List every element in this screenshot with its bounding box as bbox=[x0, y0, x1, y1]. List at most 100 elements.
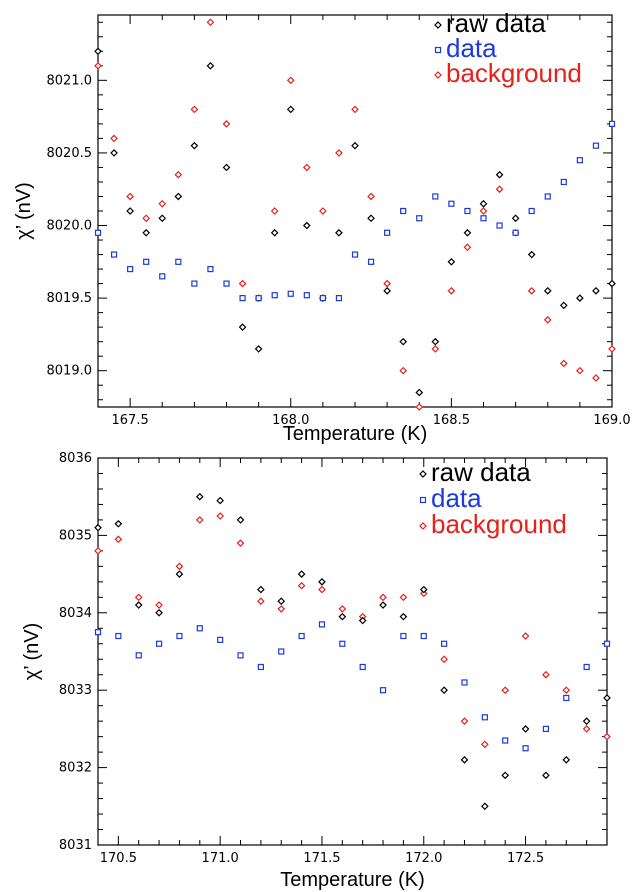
data-point bbox=[142, 228, 151, 237]
data-point bbox=[495, 185, 504, 194]
data-point bbox=[110, 149, 118, 157]
data-point bbox=[155, 601, 163, 609]
data-point bbox=[592, 142, 600, 149]
data-point bbox=[270, 228, 279, 237]
data-point bbox=[542, 670, 550, 679]
data-point bbox=[318, 621, 326, 628]
y-tick-label: 8035 bbox=[59, 528, 92, 543]
data-point bbox=[94, 47, 102, 56]
data-point bbox=[542, 725, 550, 733]
data-point bbox=[126, 207, 134, 215]
data-point bbox=[560, 178, 567, 186]
series-raw-data bbox=[94, 492, 611, 811]
data-point bbox=[270, 207, 279, 215]
data-point bbox=[175, 258, 182, 265]
data-point bbox=[521, 725, 530, 733]
data-point bbox=[94, 229, 102, 236]
data-point bbox=[278, 648, 285, 655]
data-point bbox=[603, 640, 611, 647]
x-tick-label: 172.5 bbox=[507, 851, 544, 866]
data-point bbox=[110, 251, 118, 258]
y-tick-label: 8019.0 bbox=[47, 364, 93, 379]
x-tick-label: 167.5 bbox=[112, 413, 149, 428]
data-point bbox=[237, 652, 244, 659]
data-point bbox=[302, 163, 311, 172]
data-point bbox=[174, 192, 183, 201]
data-point bbox=[542, 771, 550, 780]
data-point bbox=[216, 512, 225, 520]
data-point bbox=[127, 265, 134, 273]
data-point bbox=[94, 547, 102, 555]
y-tick-label: 8032 bbox=[59, 761, 92, 776]
plot-frame bbox=[97, 457, 608, 846]
y-tick-label: 8021.0 bbox=[47, 73, 93, 88]
data-point bbox=[94, 61, 102, 70]
data-point bbox=[254, 345, 263, 353]
data-point bbox=[432, 193, 439, 200]
legend-marker bbox=[434, 46, 442, 54]
data-point bbox=[521, 632, 530, 640]
data-point bbox=[400, 207, 407, 215]
data-point bbox=[544, 193, 551, 200]
data-point bbox=[222, 120, 231, 128]
data-point bbox=[335, 295, 343, 302]
legend-label: raw data bbox=[431, 457, 531, 487]
x-axis-label: Temperature (K) bbox=[283, 423, 428, 445]
data-point bbox=[114, 519, 123, 528]
data-point bbox=[286, 105, 295, 114]
data-point bbox=[236, 516, 245, 524]
data-point bbox=[126, 192, 134, 201]
data-point bbox=[236, 539, 245, 547]
y-tick-label: 8033 bbox=[59, 683, 92, 698]
legend-label: background bbox=[446, 58, 582, 88]
legend-label: background bbox=[431, 509, 567, 539]
data-point bbox=[155, 640, 163, 647]
data-point bbox=[496, 222, 503, 229]
legend-label: data bbox=[431, 483, 482, 513]
data-point bbox=[501, 771, 510, 780]
data-point bbox=[379, 601, 387, 609]
data-point bbox=[480, 802, 489, 811]
data-point bbox=[543, 287, 552, 295]
data-point bbox=[583, 663, 590, 671]
data-point bbox=[383, 287, 391, 295]
data-point bbox=[351, 251, 359, 258]
data-point bbox=[528, 207, 535, 215]
data-point bbox=[190, 105, 199, 114]
y-tick-label: 8020.0 bbox=[47, 219, 93, 234]
data-point bbox=[338, 612, 347, 621]
data-point bbox=[277, 597, 286, 606]
data-point bbox=[335, 149, 343, 157]
data-point bbox=[94, 523, 102, 532]
series-data bbox=[94, 120, 616, 302]
series-data bbox=[94, 621, 611, 752]
data-point bbox=[110, 134, 118, 143]
legend-label: raw data bbox=[446, 8, 546, 38]
data-point bbox=[576, 157, 583, 164]
data-point bbox=[463, 243, 472, 252]
data-point bbox=[351, 105, 359, 114]
data-point bbox=[142, 214, 151, 223]
data-point bbox=[399, 337, 408, 346]
data-point bbox=[603, 694, 611, 702]
data-point bbox=[135, 652, 142, 659]
data-point bbox=[222, 163, 231, 172]
chart-panel-bottom: 170.5 171.0 171.5 172.0 172.5 8031 8032 8033 803… bbox=[21, 451, 611, 891]
data-point bbox=[115, 632, 122, 640]
data-point bbox=[239, 295, 246, 302]
data-point bbox=[190, 141, 199, 150]
data-point bbox=[338, 605, 347, 613]
data-point bbox=[196, 625, 203, 632]
data-point bbox=[603, 732, 611, 741]
data-point bbox=[582, 725, 591, 733]
y-tick-label: 8019.5 bbox=[47, 291, 93, 306]
data-point bbox=[559, 359, 568, 368]
data-point bbox=[319, 207, 327, 215]
data-point bbox=[527, 287, 536, 295]
data-point bbox=[257, 663, 264, 671]
data-point bbox=[174, 170, 183, 179]
data-point bbox=[339, 640, 346, 647]
data-point bbox=[420, 632, 427, 640]
y-axis-label: χ’ (nV) bbox=[21, 623, 43, 681]
y-tick-label: 8031 bbox=[59, 838, 92, 853]
